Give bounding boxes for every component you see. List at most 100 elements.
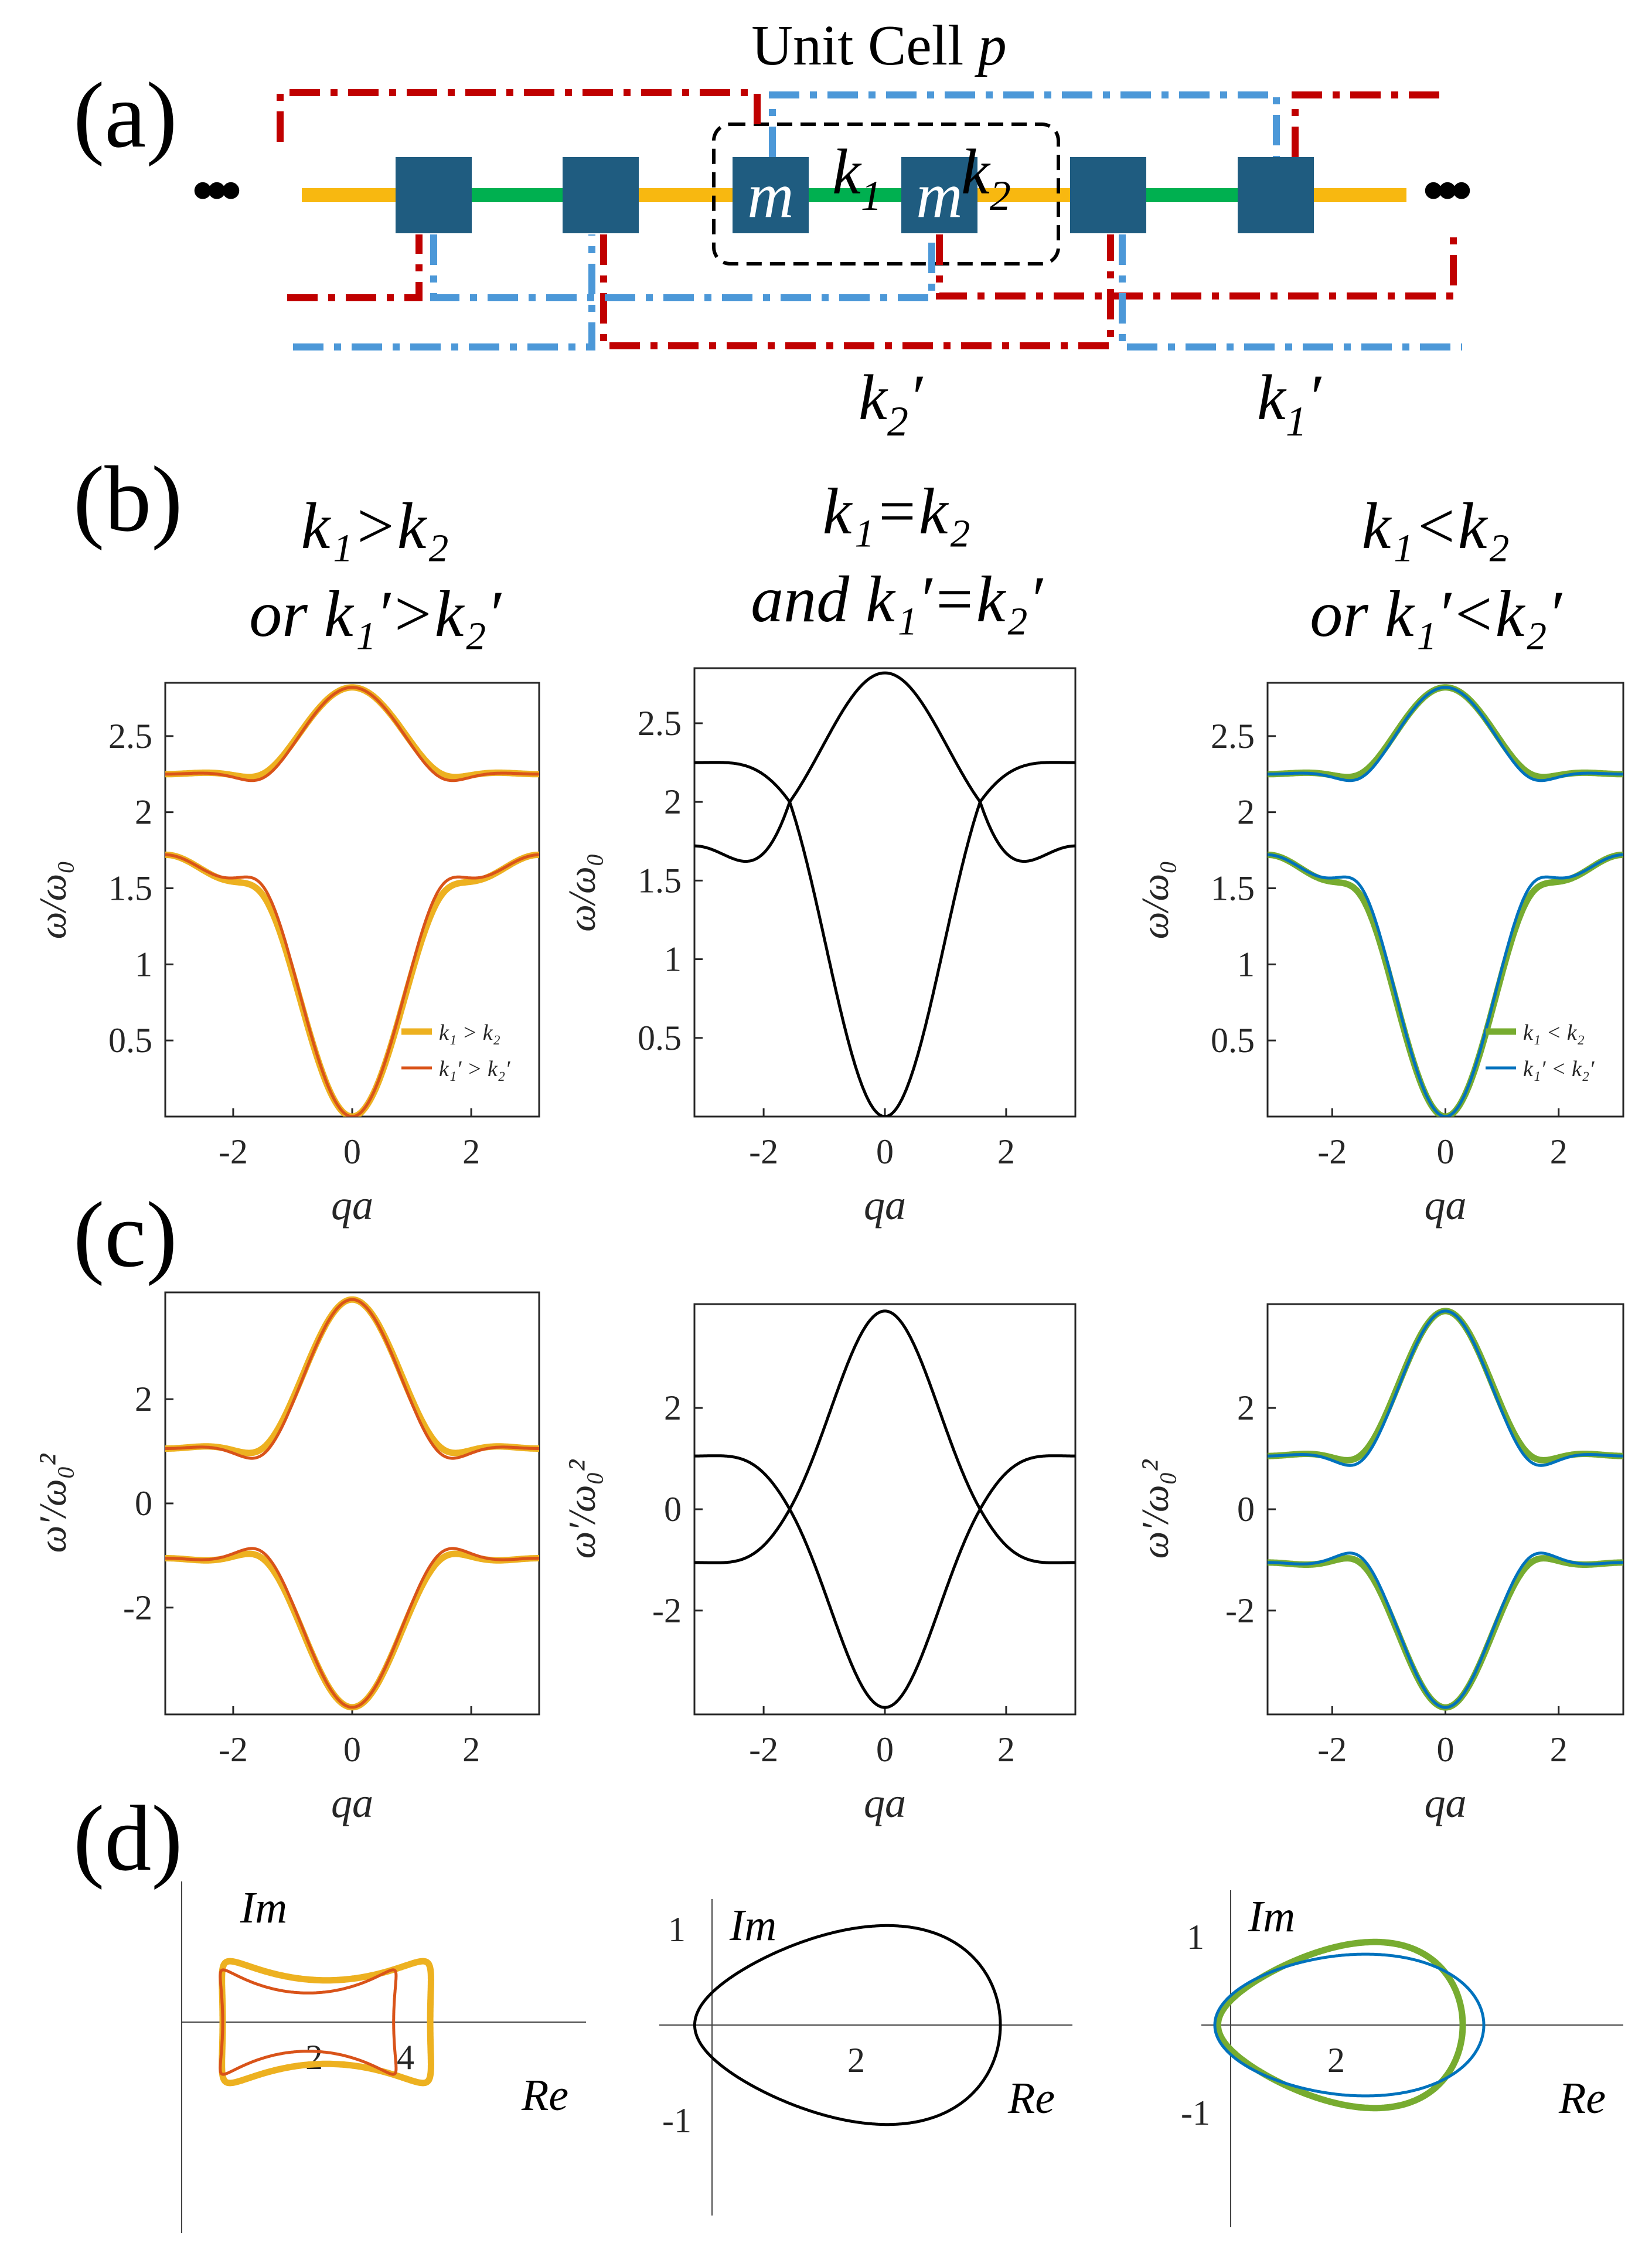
x-tick-label: -2 [1317, 1132, 1347, 1171]
y-tick-label: 0.5 [1211, 1021, 1255, 1060]
red-cell-outline [287, 234, 423, 301]
x-axis-label: qa [331, 1182, 373, 1229]
y-tick-label: 1.5 [1211, 869, 1255, 908]
y-tick-label: 2.5 [638, 704, 682, 743]
x-tick-label: -2 [749, 1730, 778, 1769]
y-axis-label: ω/ω₀ [32, 860, 74, 939]
x-tick-label: 0 [1437, 1132, 1455, 1171]
legend-entry: k₁′ > k₂′ [439, 1057, 510, 1081]
red-cell-outline [936, 234, 1457, 300]
plot-frame [164, 682, 540, 1118]
loop-curve [1213, 1952, 1486, 2098]
mass-block [563, 157, 639, 233]
chart-c-left: -2 0 2 -2 0 2 qa ω′/ω₀² [32, 1291, 540, 1826]
mass-block [733, 157, 809, 233]
y-tick-label: 1 [135, 945, 152, 984]
y-axis-label: ω/ω₀ [561, 853, 604, 931]
y-tick-label: 1 [664, 940, 682, 979]
y-tick-label: 0.5 [108, 1021, 152, 1060]
x-tick-label: 2 [1327, 2041, 1345, 2080]
x-tick-label: 0 [343, 1132, 361, 1171]
mass-label: m [747, 159, 793, 231]
chart-d-mid: 2 -1 1 Im Re [659, 1899, 1072, 2216]
y-tick-label: -2 [123, 1588, 152, 1627]
real-axis-label: Re [1007, 2074, 1055, 2123]
mass-block [396, 157, 472, 233]
legend-entry: k₁ < k₂ [1523, 1020, 1585, 1045]
column-heading-mid-line2: and k₁′=k₂′ [751, 563, 1043, 636]
red-cell-outline [600, 234, 1114, 349]
y-tick-label: -2 [1225, 1591, 1255, 1630]
series-line-lower [694, 800, 1075, 1117]
y-tick-label: 0 [664, 1490, 682, 1529]
y-tick-label: 1.5 [638, 861, 682, 900]
series-line-upper [165, 1298, 539, 1460]
blue-cell-outline [769, 91, 1280, 157]
real-axis-label: Re [1558, 2074, 1606, 2123]
y-tick-label: -1 [1181, 2094, 1210, 2132]
y-axis-label: ω′/ω₀² [32, 1453, 74, 1553]
real-axis-label: Re [521, 2071, 568, 2120]
chart-b-mid: -2 0 2 0.5 1 1.5 2 2.5 qa ω/ω₀ [561, 667, 1077, 1229]
x-tick-label: 2 [997, 1730, 1015, 1769]
mass-block [1238, 157, 1314, 233]
x-tick-label: 0 [1437, 1730, 1455, 1769]
series-line-lower [165, 851, 539, 1117]
blue-cell-outline [1119, 234, 1462, 350]
panel-label-a: (a) [73, 63, 178, 167]
blue-cell-outline [430, 234, 935, 301]
x-axis-label: qa [864, 1182, 906, 1229]
series-line-upper [1268, 684, 1623, 781]
imag-axis-label: Im [240, 1883, 287, 1932]
series-line-upper [165, 684, 539, 781]
column-heading-left-line1: k₁>k₂ [301, 490, 449, 563]
series-line-upper [1268, 686, 1623, 782]
column-heading-right-line1: k₁<k₂ [1362, 490, 1510, 563]
series-line-lower [1268, 851, 1623, 1117]
x-tick-label: -2 [219, 1132, 248, 1171]
loop-curve [219, 1968, 398, 2076]
y-axis-label: ω′/ω₀² [561, 1459, 604, 1558]
y-tick-label: 0 [135, 1484, 152, 1523]
red-cell-outline [1292, 91, 1447, 157]
spring-label-k2: k2 [961, 136, 1011, 219]
y-tick-label: 2.5 [108, 717, 152, 756]
series-line-lower [165, 1547, 539, 1709]
x-tick-label: 2 [462, 1132, 480, 1171]
y-tick-label: 1 [1187, 1918, 1204, 1956]
chart-c-mid: -2 0 2 -2 0 2 qa ω′/ω₀² [561, 1303, 1077, 1826]
series-line-upper [694, 671, 1075, 804]
y-tick-label: 2.5 [1211, 717, 1255, 756]
x-axis-label: qa [864, 1779, 906, 1826]
imag-axis-label: Im [729, 1901, 776, 1950]
red-cell-outline [277, 89, 761, 142]
unit-cell-title-var: p [975, 14, 1007, 77]
series-line-upper [165, 1296, 539, 1457]
x-tick-label: -2 [219, 1730, 248, 1769]
panel-label-b: (b) [73, 447, 183, 551]
y-tick-label: 2 [135, 793, 152, 832]
series-line-lower [694, 1507, 1075, 1709]
chain-diagram: Unit Cell p ••• ••• m m k1 [190, 14, 1481, 445]
column-heading-left-line2: or k₁′>k₂′ [249, 578, 502, 651]
mass-label: m [916, 159, 962, 231]
plot-frame [693, 1303, 1077, 1716]
y-tick-label: -1 [662, 2101, 692, 2140]
spring-label-k2-prime: k2′ [859, 362, 924, 445]
x-tick-label: 2 [997, 1132, 1015, 1171]
y-tick-label: 1 [668, 1910, 686, 1949]
plot-frame [693, 667, 1077, 1118]
y-tick-label: 1.5 [108, 869, 152, 908]
ellipsis-right: ••• [1421, 151, 1470, 229]
series-line-lower [1268, 1551, 1623, 1709]
x-tick-label: 0 [343, 1730, 361, 1769]
spring-label-k1: k1 [832, 136, 882, 219]
panel-label-c: (c) [73, 1182, 178, 1287]
imag-axis-label: Im [1248, 1892, 1295, 1941]
ellipsis-left: ••• [190, 151, 240, 229]
mass-block [901, 157, 977, 233]
x-tick-label: -2 [1317, 1730, 1347, 1769]
plot-frame [1266, 1303, 1624, 1716]
y-tick-label: -2 [652, 1591, 682, 1630]
